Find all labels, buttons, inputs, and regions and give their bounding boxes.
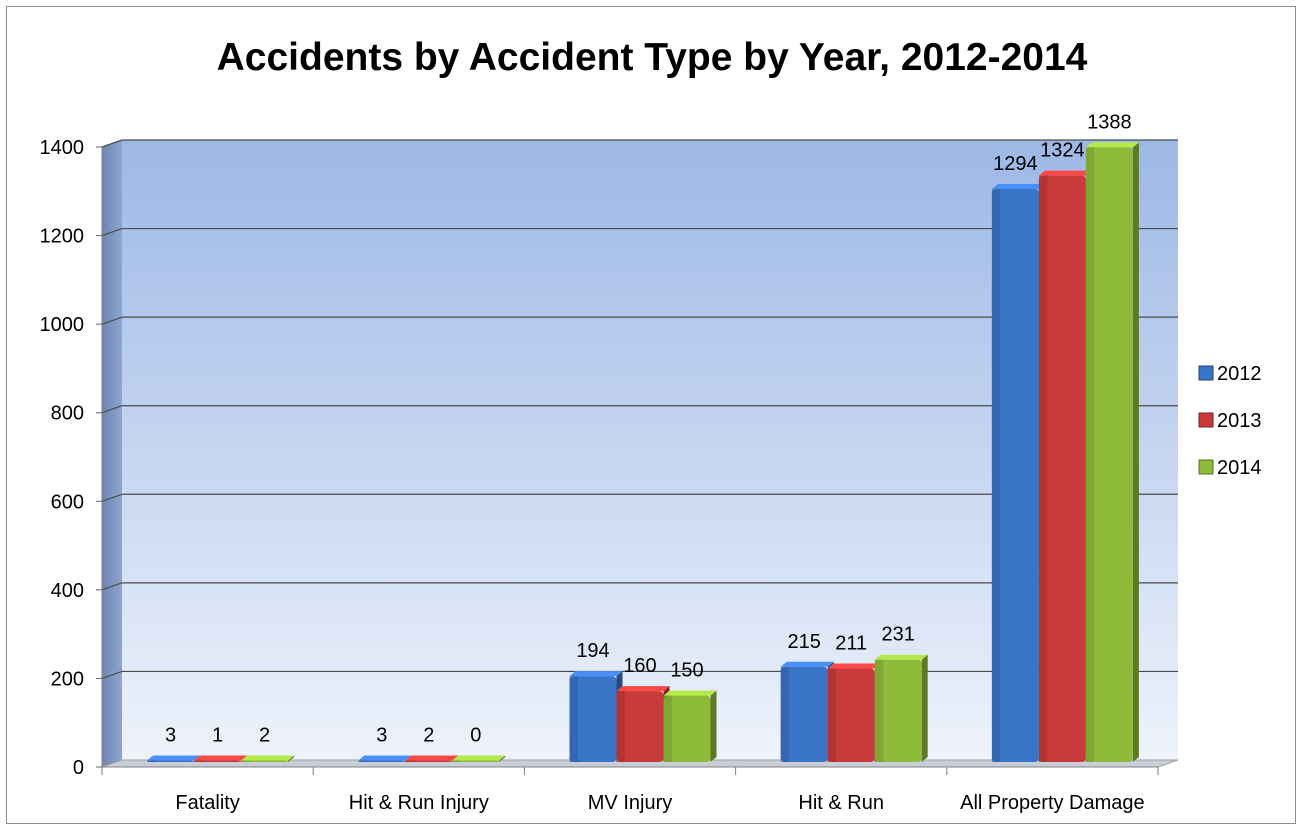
bar-2012-hit-run <box>780 661 834 762</box>
axes: 0 200 400 600 800 1000 1200 1400 Fatality Hit & R… <box>40 137 1159 814</box>
x-tick-label: All Property Damage <box>960 792 1145 814</box>
bar-2013-all-property-damage <box>1038 170 1092 762</box>
legend-swatch <box>1198 412 1214 428</box>
bar-2012-fatality <box>147 755 201 762</box>
y-tick-label: 400 <box>51 580 84 602</box>
gridline-side <box>101 139 123 148</box>
data-label: 1324 <box>1040 140 1085 162</box>
y-tick-label: 600 <box>51 491 84 513</box>
data-label: 194 <box>576 640 609 662</box>
data-label: 211 <box>835 633 867 655</box>
data-label: 231 <box>882 624 915 646</box>
y-tick-label: 1200 <box>40 226 85 248</box>
data-label: 160 <box>623 655 656 677</box>
chart-title: Accidents by Accident Type by Year, 2012… <box>216 36 1088 79</box>
x-tick-label: Hit & Run Injury <box>349 792 489 814</box>
x-tick-label: MV Injury <box>588 792 672 814</box>
bar-2013-hit-run <box>827 663 881 762</box>
bar-2012-hit-run-injury <box>358 755 412 762</box>
legend-item-2013: 2013 <box>1198 410 1262 432</box>
gridline-side <box>101 405 123 414</box>
x-tick-label: Fatality <box>175 792 239 814</box>
legend-label: 2012 <box>1217 363 1262 385</box>
bar-2014-hit-run-injury <box>452 755 506 762</box>
gridline-side <box>101 228 123 237</box>
data-label: 215 <box>788 631 821 653</box>
y-tick-label: 0 <box>73 757 84 779</box>
data-label: 2 <box>259 725 270 747</box>
data-label: 1 <box>212 725 223 747</box>
legend-label: 2014 <box>1217 457 1262 479</box>
data-label: 1388 <box>1087 111 1132 133</box>
data-label: 150 <box>670 660 703 682</box>
bar-2014-mv-injury <box>663 690 717 762</box>
gridline-side <box>101 493 123 502</box>
bar-2013-mv-injury <box>616 686 670 762</box>
gridline-side <box>101 316 123 325</box>
y-tick-label: 1400 <box>40 137 85 159</box>
data-label: 3 <box>165 725 176 747</box>
gridline-side <box>101 582 123 591</box>
data-label: 2 <box>423 725 434 747</box>
data-label: 1294 <box>993 153 1038 175</box>
y-tick-label: 200 <box>51 668 84 690</box>
bar-2013-hit-run-injury <box>405 755 459 762</box>
legend-swatch <box>1198 459 1214 475</box>
data-label: 3 <box>376 725 387 747</box>
data-label: 0 <box>470 725 481 747</box>
legend-label: 2013 <box>1217 410 1262 432</box>
bar-2014-all-property-damage <box>1085 142 1139 763</box>
legend-item-2014: 2014 <box>1198 457 1262 479</box>
y-tick-label: 800 <box>51 403 84 425</box>
legend: 2012 2013 2014 <box>1198 363 1262 479</box>
bars <box>147 142 1139 763</box>
bar-2013-fatality <box>194 755 248 762</box>
y-tick-label: 1000 <box>40 314 85 336</box>
bar-2014-fatality <box>241 755 295 762</box>
gridline-side <box>101 670 123 679</box>
legend-swatch <box>1198 365 1214 381</box>
bar-2014-hit-run <box>874 654 928 762</box>
x-tick-label: Hit & Run <box>798 792 884 814</box>
bar-2012-mv-injury <box>569 671 623 762</box>
side-wall <box>102 140 122 767</box>
legend-item-2012: 2012 <box>1198 363 1262 385</box>
bar-2012-all-property-damage <box>991 183 1045 762</box>
